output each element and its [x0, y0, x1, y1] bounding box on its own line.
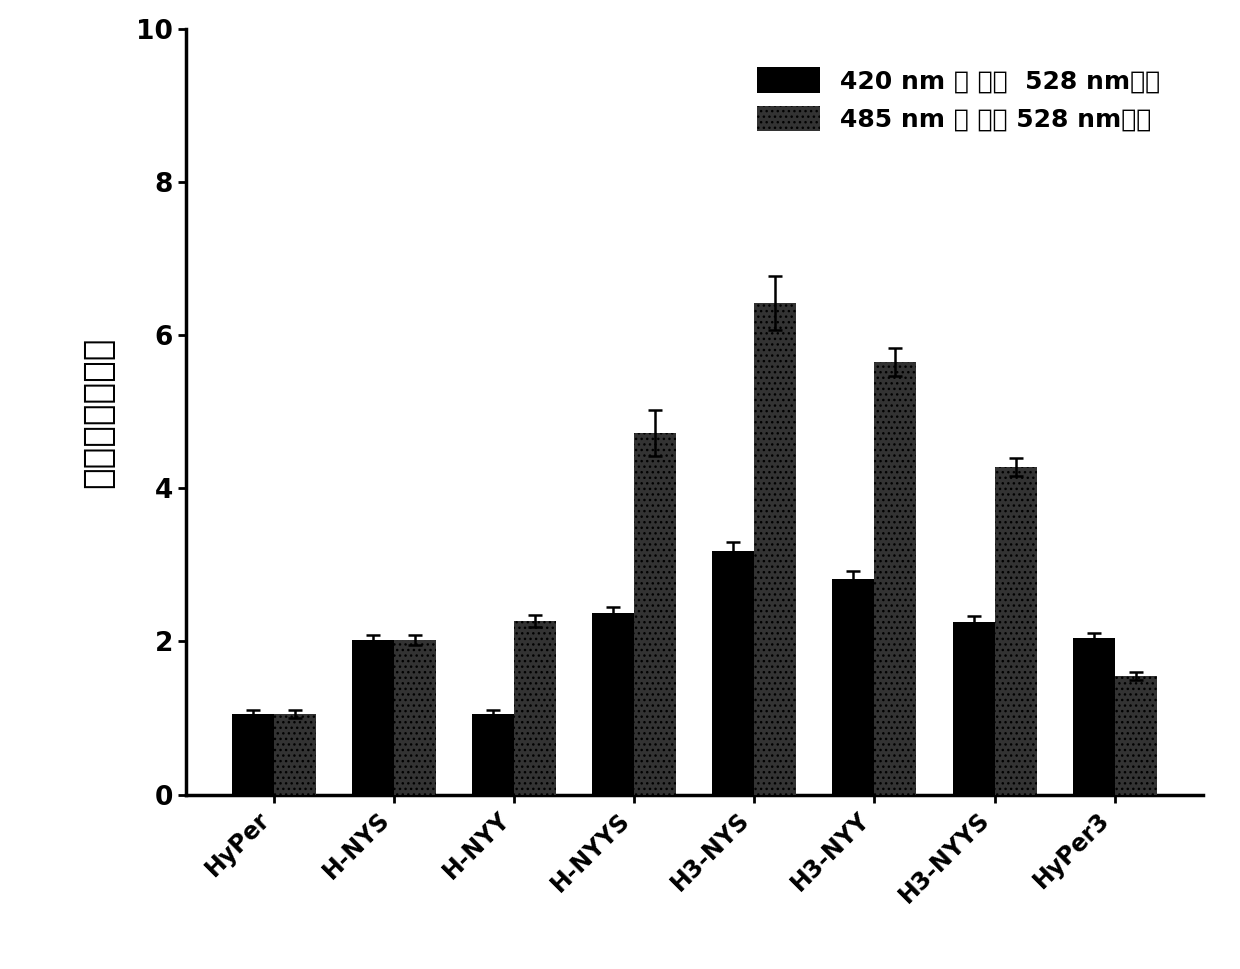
Bar — [1115, 676, 1157, 795]
Legend: 420 nm 激 发，  528 nm发射, 485 nm 激 发， 528 nm发射: 420 nm 激 发， 528 nm发射, 485 nm 激 发， 528 nm… — [748, 57, 1171, 141]
Bar — [635, 433, 676, 795]
Bar — [874, 362, 916, 795]
Bar — [352, 640, 394, 795]
Bar — [754, 303, 796, 795]
Bar — [232, 714, 274, 795]
Bar — [515, 621, 557, 795]
Bar — [472, 714, 515, 795]
Bar — [952, 622, 994, 795]
Bar — [1073, 639, 1115, 795]
Bar — [274, 714, 316, 795]
Bar — [994, 467, 1037, 795]
Bar — [394, 640, 436, 795]
Y-axis label: 荧光强度标准化: 荧光强度标准化 — [81, 336, 115, 487]
Bar — [713, 551, 754, 795]
Bar — [593, 613, 635, 795]
Bar — [832, 578, 874, 795]
